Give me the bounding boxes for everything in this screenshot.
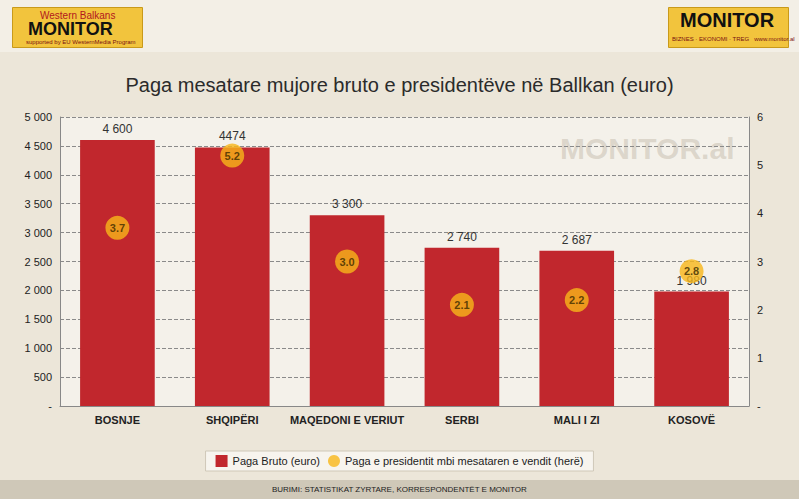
svg-text:2 687: 2 687 [562, 233, 592, 247]
svg-text:MONITOR: MONITOR [680, 9, 775, 31]
svg-text:MONITOR.al: MONITOR.al [560, 132, 734, 165]
svg-text:KOSOVË: KOSOVË [668, 414, 715, 426]
svg-text:1 000: 1 000 [24, 342, 52, 354]
svg-text:2.1: 2.1 [454, 299, 469, 311]
svg-text:Paga mesatare mujore bruto e p: Paga mesatare mujore bruto e presidentëv… [125, 74, 673, 96]
svg-text:3.0: 3.0 [339, 256, 354, 268]
svg-text:4 600: 4 600 [102, 122, 132, 136]
svg-text:2 000: 2 000 [24, 284, 52, 296]
svg-text:supported by EU WesternMedia P: supported by EU WesternMedia Program [26, 39, 136, 45]
svg-text:2.8: 2.8 [684, 265, 699, 277]
svg-text:5: 5 [757, 159, 763, 171]
svg-text:4 000: 4 000 [24, 169, 52, 181]
svg-text:4474: 4474 [219, 129, 246, 143]
svg-text:-: - [757, 400, 761, 412]
svg-text:MALI I ZI: MALI I ZI [554, 414, 600, 426]
svg-text:500: 500 [34, 371, 52, 383]
svg-text:4: 4 [757, 207, 763, 219]
svg-text:3: 3 [757, 256, 763, 268]
svg-text:2.2: 2.2 [569, 294, 584, 306]
svg-text:2 740: 2 740 [447, 230, 477, 244]
svg-text:SHQIPËRI: SHQIPËRI [206, 414, 259, 426]
svg-text:6: 6 [757, 111, 763, 123]
svg-text:BURIMI: STATISTIKAT ZYRTARE, K: BURIMI: STATISTIKAT ZYRTARE, KORRESPONDE… [272, 485, 527, 494]
svg-text:3 000: 3 000 [24, 227, 52, 239]
svg-text:-: - [48, 400, 52, 412]
svg-text:5.2: 5.2 [225, 150, 240, 162]
svg-text:BOSNJE: BOSNJE [95, 414, 140, 426]
svg-text:3 300: 3 300 [332, 197, 362, 211]
svg-text:SERBI: SERBI [445, 414, 479, 426]
svg-text:2: 2 [757, 304, 763, 316]
svg-text:1: 1 [757, 352, 763, 364]
svg-text:5 000: 5 000 [24, 111, 52, 123]
svg-text:1 500: 1 500 [24, 313, 52, 325]
svg-text:3.7: 3.7 [110, 222, 125, 234]
svg-text:MAQEDONI E VERIUT: MAQEDONI E VERIUT [290, 414, 405, 426]
svg-text:3 500: 3 500 [24, 198, 52, 210]
svg-text:4 500: 4 500 [24, 140, 52, 152]
svg-text:Western Balkans: Western Balkans [40, 9, 116, 21]
svg-text:Paga Bruto (euro): Paga Bruto (euro) [233, 455, 320, 467]
svg-text:Paga e presidentit mbi mesatar: Paga e presidentit mbi mesataren e vendi… [345, 455, 583, 467]
svg-text:MONITOR: MONITOR [28, 19, 113, 39]
svg-text:BIZNES · EKONOMI · TREG www.: BIZNES · EKONOMI · TREG www.monitor.al [672, 36, 795, 42]
svg-text:2 500: 2 500 [24, 256, 52, 268]
